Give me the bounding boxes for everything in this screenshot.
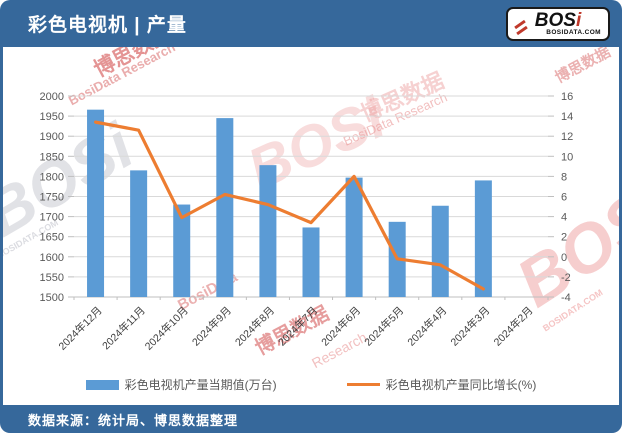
bar — [173, 204, 191, 297]
right-axis-label: 8 — [561, 171, 567, 183]
left-axis-label: 1900 — [40, 131, 64, 143]
bar — [431, 205, 449, 297]
left-axis-label: 1950 — [40, 111, 64, 123]
combo-chart: 1500 1550 1600 1650 1700 1750 1800 1850 1900 1950… — [40, 91, 574, 353]
right-axis-label: 10 — [561, 151, 573, 163]
left-axis-label: 2000 — [40, 91, 64, 103]
right-axis-label: 12 — [561, 131, 573, 143]
right-axis-label: 16 — [561, 91, 573, 103]
left-axis-label: 1500 — [40, 292, 64, 304]
left-axis-label: 1650 — [40, 232, 64, 244]
header-bar: 彩色电视机 | 产量 BOSi BOSIDATA.COM — [0, 0, 622, 47]
x-axis-label: 2024年5月 — [362, 304, 407, 349]
right-axis-label: 0 — [561, 252, 567, 264]
footer-bar: 数据来源：统计局、博思数据整理 — [0, 405, 622, 433]
x-axis-label: 2024年4月 — [405, 304, 450, 349]
bar — [474, 180, 492, 297]
x-axis-label: 2024年7月 — [275, 304, 320, 349]
left-axis-label: 1700 — [40, 212, 64, 224]
legend-label-growth: 彩色电视机产量同比增长(%) — [385, 378, 537, 392]
bar — [302, 227, 320, 297]
data-source-text: 数据来源：统计局、博思数据整理 — [28, 412, 239, 428]
chart-panel: 博思数据 BosiData Research BOSi 博思数据 BosiData Re… — [0, 47, 622, 405]
logo-stripes-icon — [513, 19, 529, 35]
legend-item-growth: 彩色电视机产量同比增长(%) — [346, 376, 537, 393]
line-series-swatch-icon — [346, 383, 380, 386]
left-axis-label: 1750 — [40, 192, 64, 204]
trend-line — [93, 120, 485, 291]
legend: 彩色电视机产量当期值(万台) 彩色电视机产量同比增长(%) — [3, 376, 619, 393]
x-axis-label: 2024年9月 — [189, 304, 234, 349]
x-axis-label: 2024年2月 — [491, 304, 536, 349]
x-axis-label: 2024年10月 — [142, 304, 191, 353]
right-axis-label: 6 — [561, 192, 567, 204]
right-axis-label: 14 — [561, 111, 573, 123]
bar — [130, 170, 148, 297]
right-axis-label: 2 — [561, 232, 567, 244]
x-axis-label: 2024年11月 — [99, 304, 147, 352]
logo-subtext: BOSIDATA.COM — [546, 28, 601, 36]
legend-item-production: 彩色电视机产量当期值(万台) — [85, 376, 277, 393]
x-axis-label: 2024年3月 — [448, 304, 493, 349]
right-axis-label: -4 — [561, 292, 571, 304]
x-axis-label: 2024年12月 — [56, 304, 105, 353]
page-title: 彩色电视机 | 产量 — [28, 15, 187, 36]
bar — [216, 118, 234, 297]
bar — [87, 109, 105, 297]
bar-series-swatch-icon — [85, 379, 119, 390]
left-axis-label: 1850 — [40, 151, 64, 163]
bosi-logo: BOSi BOSIDATA.COM — [506, 6, 610, 41]
logo-text: BOSi — [534, 9, 582, 31]
left-axis-label: 1550 — [40, 272, 64, 284]
bar — [345, 177, 363, 297]
left-axis-label: 1600 — [40, 252, 64, 264]
bar — [259, 165, 277, 297]
left-axis-label: 1800 — [40, 171, 64, 183]
x-axis-label: 2024年6月 — [319, 304, 364, 349]
right-axis-label: -2 — [561, 272, 571, 284]
legend-label-production: 彩色电视机产量当期值(万台) — [124, 378, 277, 392]
right-axis-label: 4 — [561, 212, 567, 224]
x-axis-label: 2024年8月 — [232, 304, 277, 349]
